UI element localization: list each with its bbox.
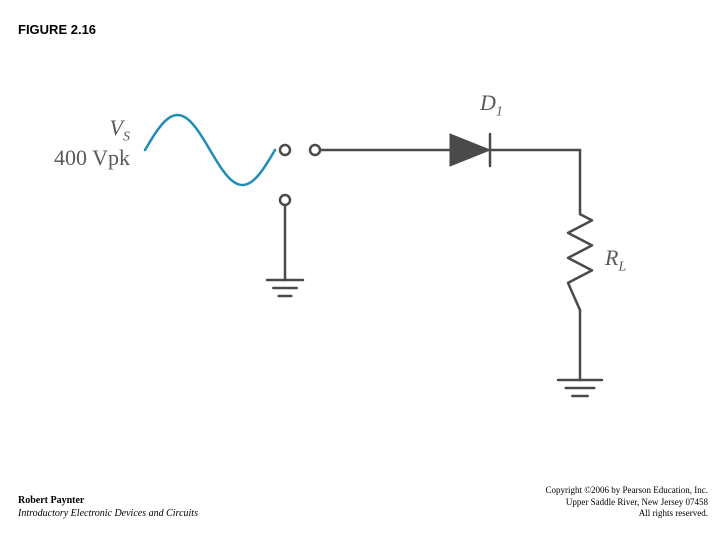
- figure-title: FIGURE 2.16: [18, 22, 96, 37]
- vs-magnitude: 400 Vpk: [50, 145, 130, 171]
- resistor-label: RL: [605, 245, 626, 275]
- author-block: Robert Paynter Introductory Electronic D…: [18, 494, 198, 520]
- copyright-block: Copyright ©2006 by Pearson Education, In…: [545, 485, 708, 520]
- book-title: Introductory Electronic Devices and Circ…: [18, 507, 198, 520]
- author-name: Robert Paynter: [18, 494, 198, 507]
- circuit-svg: [60, 60, 660, 440]
- source-label: VS 400 Vpk: [50, 115, 130, 171]
- copyright-line3: All rights reserved.: [545, 508, 708, 520]
- circuit-diagram: VS 400 Vpk D1 RL: [60, 60, 660, 440]
- vs-label: VS: [50, 115, 130, 145]
- copyright-line2: Upper Saddle River, New Jersey 07458: [545, 497, 708, 509]
- copyright-line1: Copyright ©2006 by Pearson Education, In…: [545, 485, 708, 497]
- diode-label: D1: [480, 90, 503, 120]
